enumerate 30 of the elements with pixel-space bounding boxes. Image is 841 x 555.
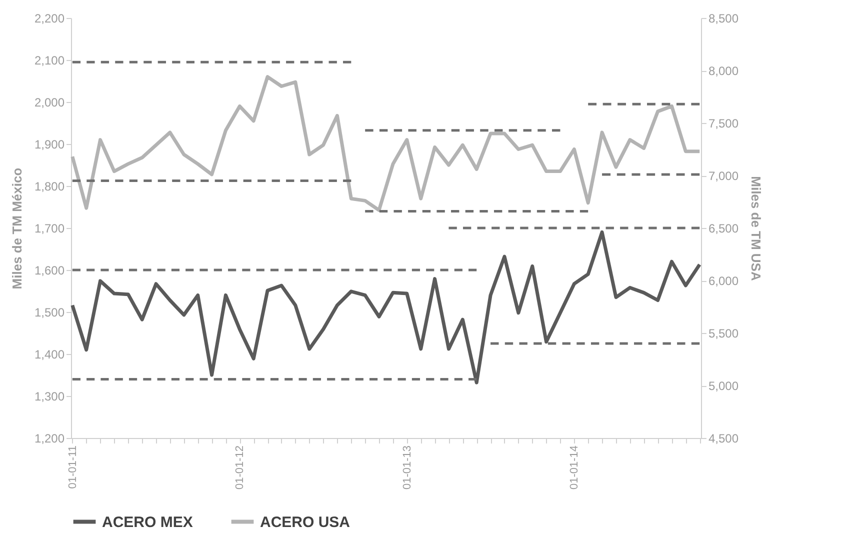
y-tick-label: 1,200 <box>34 432 65 446</box>
legend-label: ACERO USA <box>260 514 350 531</box>
y-tick-label: 2,000 <box>34 96 65 110</box>
y2-tick-label: 7,000 <box>708 169 739 183</box>
x-tick-label: 01-01-11 <box>66 446 79 489</box>
y-tick-label: 1,800 <box>34 180 65 194</box>
y2-tick-label: 5,500 <box>708 326 739 340</box>
line-series <box>70 230 702 384</box>
y-tick-label: 1,700 <box>34 222 65 236</box>
y2-tick-label: 6,000 <box>708 274 739 288</box>
y-tick-label: 2,100 <box>34 54 65 68</box>
y2-tick-label: 8,500 <box>708 12 739 26</box>
y2-tick-label: 6,500 <box>708 222 739 236</box>
y-axis-title: Miles de TM México <box>9 168 24 290</box>
y-tick-label: 1,300 <box>34 390 65 404</box>
line-series <box>70 75 702 212</box>
x-tick-label: 01-01-14 <box>568 446 581 490</box>
y2-axis-title: Miles de TM USA <box>748 176 764 282</box>
y-tick-label: 1,500 <box>34 306 65 320</box>
y-tick-label: 1,400 <box>34 348 65 362</box>
y-tick-label: 2,200 <box>34 12 65 26</box>
y2-tick-label: 5,000 <box>708 379 739 393</box>
y2-tick-label: 7,500 <box>708 116 739 130</box>
y2-tick-label: 4,500 <box>708 432 739 446</box>
x-tick-label: 01-01-12 <box>234 446 246 490</box>
y-tick-label: 1,600 <box>34 264 65 278</box>
y2-tick-label: 8,000 <box>708 64 739 78</box>
x-tick-label: 01-01-13 <box>401 446 414 490</box>
legend-label: ACERO MEX <box>102 514 193 531</box>
y-tick-label: 1,900 <box>34 138 65 152</box>
